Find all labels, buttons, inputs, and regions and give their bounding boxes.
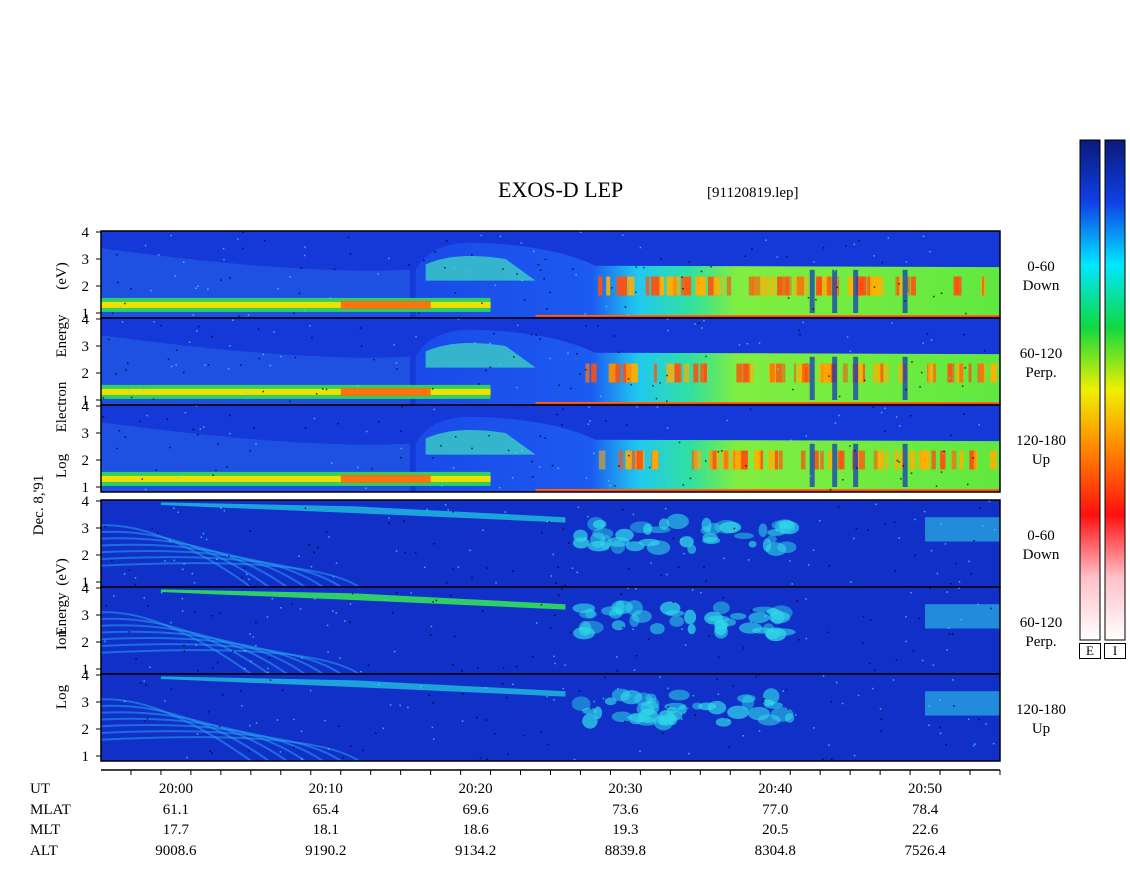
y-tick-label: 4 bbox=[82, 668, 90, 684]
orbit-value: 78.4 bbox=[912, 802, 939, 818]
electron-axis-label: (eV) bbox=[54, 262, 70, 289]
orbit-value: 17.7 bbox=[163, 822, 190, 838]
panel-angle-label: 0-60 bbox=[1027, 259, 1055, 275]
orbit-row-label: MLAT bbox=[30, 802, 71, 818]
orbit-value: 77.0 bbox=[762, 802, 788, 818]
orbit-value: 69.6 bbox=[462, 802, 489, 818]
y-tick-label: 3 bbox=[82, 426, 90, 442]
y-tick-label: 4 bbox=[82, 399, 90, 415]
panel-direction-label: Perp. bbox=[1025, 634, 1056, 650]
panel-ion-120-180 bbox=[100, 674, 1000, 762]
y-tick-label: 3 bbox=[82, 252, 90, 268]
orbit-value: 61.1 bbox=[163, 802, 189, 818]
panel-direction-label: Up bbox=[1032, 452, 1050, 468]
orbit-value: 9190.2 bbox=[305, 843, 346, 859]
y-tick-label: 2 bbox=[82, 722, 90, 738]
y-tick-label: 3 bbox=[82, 521, 90, 537]
y-tick-label: 1 bbox=[82, 306, 90, 322]
orbit-value: 18.1 bbox=[313, 822, 339, 838]
y-tick-label: 1 bbox=[82, 662, 90, 678]
orbit-value: 9134.2 bbox=[455, 843, 496, 859]
y-tick-label: 4 bbox=[82, 581, 90, 597]
ion-axis-label: Log bbox=[54, 684, 70, 709]
ion-axis-label: Energy bbox=[54, 592, 70, 636]
panel-angle-label: 60-120 bbox=[1020, 346, 1063, 362]
orbit-value: 20:30 bbox=[608, 781, 642, 797]
y-tick-label: 2 bbox=[82, 635, 90, 651]
y-tick-label: 2 bbox=[82, 366, 90, 382]
panel-direction-label: Up bbox=[1032, 721, 1050, 737]
panel-angle-label: 0-60 bbox=[1027, 528, 1055, 544]
orbit-row-label: UT bbox=[30, 781, 50, 797]
panel-angle-label: 120-180 bbox=[1016, 702, 1066, 718]
panel-direction-label: Down bbox=[1023, 278, 1060, 294]
colorbar-label-ion: I bbox=[1104, 643, 1126, 659]
colorbar-ion bbox=[1104, 139, 1126, 641]
colorbar-label-electron: E bbox=[1079, 643, 1101, 659]
orbit-value: 73.6 bbox=[612, 802, 639, 818]
panel-electron-60-120 bbox=[101, 318, 1000, 405]
y-tick-label: 4 bbox=[82, 312, 90, 328]
panel-electron-0-60 bbox=[101, 231, 1000, 318]
y-tick-label: 1 bbox=[82, 480, 90, 496]
y-tick-label: 4 bbox=[82, 225, 90, 241]
y-tick-label: 2 bbox=[82, 279, 90, 295]
ion-axis-label: (eV) bbox=[54, 558, 70, 585]
orbit-value: 20:40 bbox=[758, 781, 792, 797]
panel-frame bbox=[100, 404, 1001, 493]
orbit-value: 8304.8 bbox=[755, 843, 796, 859]
chart-title: EXOS-D LEP bbox=[498, 177, 624, 202]
orbit-value: 20:00 bbox=[159, 781, 193, 797]
orbit-value: 20.5 bbox=[762, 822, 788, 838]
y-tick-label: 1 bbox=[82, 393, 90, 409]
panel-angle-label: 120-180 bbox=[1016, 433, 1066, 449]
colorbar-electron bbox=[1079, 139, 1101, 641]
orbit-value: 7526.4 bbox=[904, 843, 946, 859]
y-tick-label: 1 bbox=[82, 749, 90, 765]
orbit-value: 19.3 bbox=[612, 822, 638, 838]
orbit-value: 9008.6 bbox=[155, 843, 197, 859]
ion-axis-label: Ion bbox=[54, 630, 70, 650]
y-tick-label: 1 bbox=[82, 575, 90, 591]
orbit-value: 18.6 bbox=[462, 822, 489, 838]
y-tick-label: 3 bbox=[82, 339, 90, 355]
file-name: [91120819.lep] bbox=[707, 185, 799, 201]
y-tick-label: 2 bbox=[82, 453, 90, 469]
y-tick-label: 2 bbox=[82, 548, 90, 564]
orbit-value: 65.4 bbox=[313, 802, 340, 818]
panel-angle-label: 60-120 bbox=[1020, 615, 1063, 631]
orbit-value: 8839.8 bbox=[605, 843, 646, 859]
y-tick-label: 4 bbox=[82, 494, 90, 510]
orbit-value: 20:50 bbox=[908, 781, 942, 797]
electron-axis-label: Energy bbox=[54, 314, 70, 358]
y-tick-label: 3 bbox=[82, 608, 90, 624]
orbit-value: 20:10 bbox=[309, 781, 343, 797]
panel-electron-120-180 bbox=[101, 405, 1000, 492]
electron-axis-label: Electron bbox=[54, 381, 70, 432]
electron-axis-label: Log bbox=[54, 453, 70, 478]
orbit-row-label: MLT bbox=[30, 822, 60, 838]
orbit-value: 22.6 bbox=[912, 822, 939, 838]
orbit-row-label: ALT bbox=[30, 843, 58, 859]
panel-ion-0-60 bbox=[100, 500, 1000, 588]
date-label: Dec. 8,'91 bbox=[31, 475, 47, 536]
panel-direction-label: Perp. bbox=[1025, 365, 1056, 381]
panel-ion-60-120 bbox=[100, 587, 1000, 675]
panel-direction-label: Down bbox=[1023, 547, 1060, 563]
panel-frame bbox=[100, 673, 1001, 762]
orbit-value: 20:20 bbox=[458, 781, 492, 797]
y-tick-label: 3 bbox=[82, 695, 90, 711]
